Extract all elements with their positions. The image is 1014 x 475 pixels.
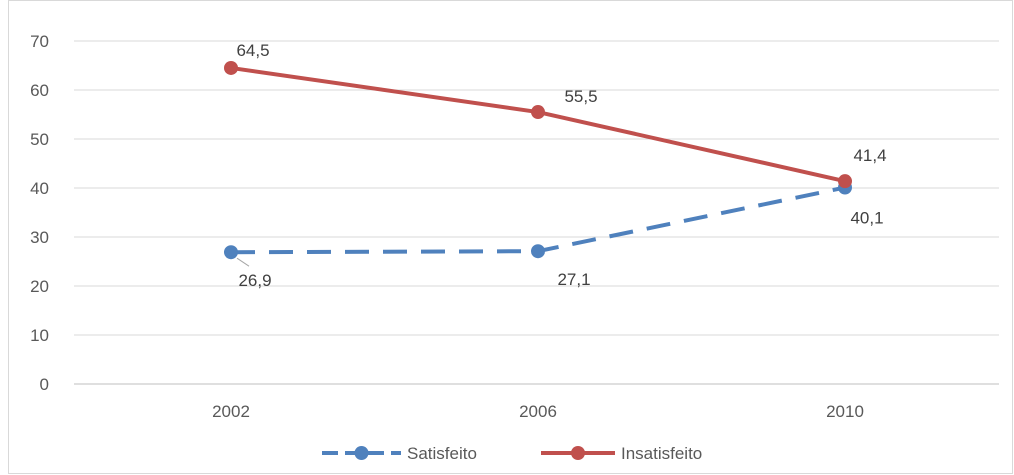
point-satisfeito-2006 — [531, 244, 545, 259]
data-label-insatisfeito-2002: 64,5 — [236, 41, 269, 60]
data-label-satisfeito-2010: 40,1 — [850, 209, 883, 228]
legend-marker-swatch — [354, 446, 369, 460]
data-label-insatisfeito-2010: 41,4 — [853, 146, 886, 165]
legend-item-insatisfeito: Insatisfeito — [541, 444, 702, 463]
x-tick-label: 2010 — [826, 402, 864, 421]
y-tick-label: 10 — [30, 326, 49, 345]
point-satisfeito-2002 — [224, 245, 238, 260]
data-label-insatisfeito-2006: 55,5 — [564, 87, 597, 106]
y-tick-label: 40 — [30, 179, 49, 198]
data-label-satisfeito-2002: 26,9 — [238, 271, 271, 290]
y-tick-label: 0 — [40, 375, 49, 394]
y-tick-label: 20 — [30, 277, 49, 296]
series-lines — [229, 65, 847, 255]
series-line-insatisfeito — [229, 65, 847, 184]
point-insatisfeito-2010 — [838, 174, 852, 189]
data-label-satisfeito-2006: 27,1 — [557, 270, 590, 289]
gridlines — [74, 40, 999, 385]
legend-item-satisfeito: Satisfeito — [322, 444, 477, 463]
data-labels: 26,9 27,1 40,1 64,5 55,5 41,4 — [236, 41, 886, 290]
legend-label: Insatisfeito — [621, 444, 702, 463]
series-line-satisfeito — [230, 185, 846, 255]
y-tick-label: 60 — [30, 81, 49, 100]
line-chart: 0 10 20 30 40 50 60 70 2002 2006 2010 26,9 27,1 40,… — [30, 32, 999, 463]
y-tick-label: 30 — [30, 228, 49, 247]
x-tick-label: 2002 — [212, 402, 250, 421]
x-axis-ticks: 2002 2006 2010 — [212, 402, 864, 421]
legend-marker-swatch — [571, 446, 585, 460]
y-tick-label: 70 — [30, 32, 49, 51]
y-axis-ticks: 0 10 20 30 40 50 60 70 — [30, 32, 49, 394]
x-tick-label: 2006 — [519, 402, 557, 421]
y-tick-label: 50 — [30, 130, 49, 149]
legend-label: Satisfeito — [407, 444, 477, 463]
point-insatisfeito-2002 — [224, 60, 238, 75]
series-markers — [224, 60, 852, 260]
label-leader-line — [236, 257, 250, 267]
point-insatisfeito-2006 — [531, 105, 545, 120]
chart-frame: 0 10 20 30 40 50 60 70 2002 2006 2010 26,9 27,1 40,… — [8, 0, 1013, 474]
legend: Satisfeito Insatisfeito — [322, 444, 702, 463]
